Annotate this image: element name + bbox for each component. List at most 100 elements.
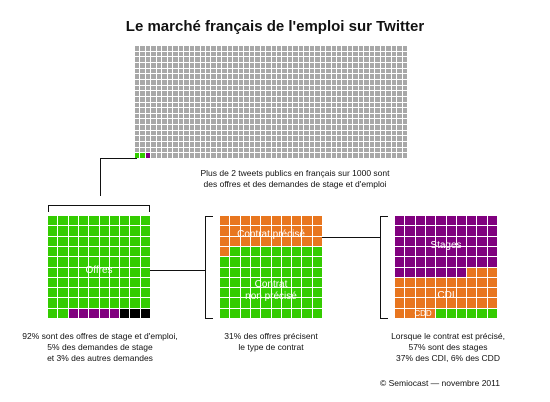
contract-cell — [302, 277, 312, 288]
contract-cell — [220, 277, 230, 288]
tweet-cell — [358, 125, 364, 130]
tweet-cell — [216, 91, 222, 96]
tweet-cell — [205, 119, 211, 125]
offer-cell — [130, 226, 140, 236]
tweet-cell — [200, 79, 205, 85]
tweet-cell — [200, 136, 205, 142]
offer-cell — [78, 308, 89, 318]
bracket-types-side — [380, 216, 381, 319]
tweet-cell — [298, 102, 304, 108]
tweet-cell — [140, 46, 145, 51]
tweet-cell — [358, 79, 364, 85]
tweet-cell — [184, 153, 189, 158]
tweet-cell — [326, 62, 331, 68]
tweet-cell — [402, 102, 407, 108]
tweet-cell — [211, 136, 216, 142]
tweet-cell — [249, 136, 255, 142]
tweet-cell — [304, 136, 309, 142]
tweet-cell — [380, 96, 386, 102]
tweet-cell — [347, 96, 353, 102]
tweet-cell — [244, 79, 249, 85]
tweet-cell — [353, 142, 358, 147]
tweet-cell — [189, 62, 195, 68]
tweet-cell — [276, 153, 282, 158]
tweet-cell — [227, 102, 233, 108]
tweet-cell — [222, 96, 227, 102]
tweet-cell — [162, 113, 167, 119]
tweet-cell — [227, 85, 233, 91]
contract-cell — [302, 267, 312, 277]
tweet-cell — [391, 113, 397, 119]
tweet-cell — [266, 85, 271, 91]
offer-cell — [109, 277, 120, 288]
contract-type-cell — [425, 267, 436, 277]
tweets-waffle-grid — [135, 46, 407, 158]
tweet-cell — [337, 96, 342, 102]
tweet-cell — [135, 130, 140, 136]
contract-cell — [230, 308, 240, 318]
tweet-cell — [233, 74, 238, 79]
tweet-cell — [145, 85, 151, 91]
tweet-cell — [326, 57, 331, 62]
contract-type-cell — [425, 288, 436, 298]
offer-cell — [78, 236, 89, 246]
tweet-cell — [364, 130, 369, 136]
tweet-cell — [189, 119, 195, 125]
tweet-cell — [184, 147, 189, 153]
tweet-cell — [222, 51, 227, 57]
contract-type-cell — [415, 267, 425, 277]
offer-cell — [99, 288, 109, 298]
tweet-cell — [151, 46, 156, 51]
tweet-cell — [380, 153, 386, 158]
tweet-cell — [391, 74, 397, 79]
contract-cell — [261, 246, 271, 257]
tweet-cell — [293, 108, 298, 113]
tweet-cell — [353, 85, 358, 91]
tweet-cell — [315, 119, 320, 125]
tweet-cell — [238, 79, 244, 85]
tweet-cell — [353, 46, 358, 51]
tweet-cell — [386, 85, 391, 91]
tweet-cell — [309, 51, 315, 57]
offers-caption-line: et 3% des autres demandes — [47, 353, 153, 363]
tweet-cell — [293, 74, 298, 79]
tweet-cell — [173, 79, 178, 85]
contract-type-cell — [436, 246, 446, 257]
contract-type-cell — [477, 298, 487, 308]
tweet-cell — [397, 153, 402, 158]
tweet-cell — [140, 79, 145, 85]
tweet-cell — [298, 91, 304, 96]
tweet-cell — [173, 46, 178, 51]
tweet-cell — [255, 51, 260, 57]
tweet-cell — [233, 113, 238, 119]
tweet-cell — [184, 91, 189, 96]
tweet-cell — [271, 57, 276, 62]
tweet-cell — [238, 46, 244, 51]
contract-type-cell — [415, 246, 425, 257]
tweet-cell — [353, 51, 358, 57]
tweet-cell — [249, 153, 255, 158]
tweet-cell — [205, 68, 211, 74]
tweet-cell — [353, 96, 358, 102]
contract-cell — [220, 257, 230, 267]
tweet-cell — [347, 68, 353, 74]
tweet-cell — [167, 74, 173, 79]
tweet-cell — [353, 153, 358, 158]
tweet-cell — [380, 68, 386, 74]
contract-type-cell — [477, 226, 487, 236]
tweet-cell — [391, 46, 397, 51]
tweet-cell — [249, 130, 255, 136]
tweet-cell — [255, 108, 260, 113]
tweet-cell — [347, 130, 353, 136]
tweet-cell — [200, 91, 205, 96]
tweet-cell — [244, 147, 249, 153]
tweet-cell — [337, 85, 342, 91]
tweet-cell — [227, 96, 233, 102]
offer-cell — [78, 226, 89, 236]
tweet-cell — [151, 147, 156, 153]
offer-cell — [130, 236, 140, 246]
tweet-cell — [135, 136, 140, 142]
tweet-cell — [353, 119, 358, 125]
offer-cell — [89, 246, 99, 257]
tweet-cell — [342, 57, 347, 62]
